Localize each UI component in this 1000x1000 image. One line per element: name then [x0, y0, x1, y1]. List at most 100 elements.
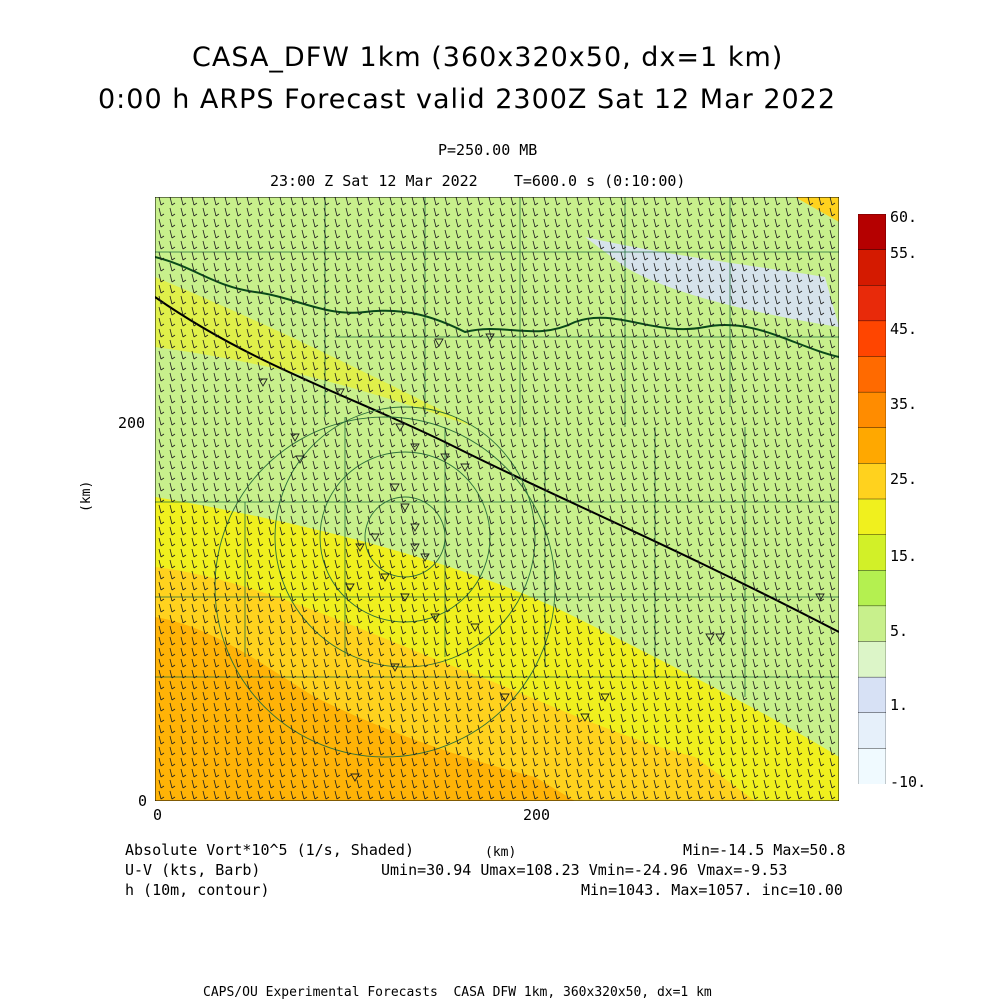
- wind-barb: [510, 328, 517, 338]
- wind-barb: [290, 361, 297, 371]
- wind-barb: [389, 361, 396, 371]
- wind-barb: [279, 713, 286, 723]
- wind-barb: [455, 262, 462, 272]
- wind-barb: [807, 350, 814, 360]
- wind-barb: [455, 658, 462, 668]
- wind-barb: [301, 636, 308, 646]
- wind-barb: [708, 405, 715, 415]
- wind-barb: [675, 537, 682, 547]
- wind-barb: [730, 438, 737, 448]
- wind-barb: [587, 515, 594, 525]
- wind-barb: [279, 570, 286, 580]
- wind-barb: [796, 603, 803, 613]
- wind-barb: [818, 504, 825, 514]
- wind-barb: [180, 482, 187, 492]
- wind-barb: [213, 251, 220, 261]
- wind-barb: [686, 449, 693, 459]
- wind-barb: [290, 768, 297, 778]
- wind-barb: [180, 504, 187, 514]
- wind-barb: [455, 273, 462, 283]
- wind-barb: [455, 207, 462, 217]
- wind-barb: [697, 218, 704, 228]
- wind-barb: [609, 350, 616, 360]
- wind-barb: [763, 405, 770, 415]
- wind-barb: [598, 295, 605, 305]
- wind-barb: [422, 581, 429, 591]
- colorbar-swatch: [858, 356, 886, 393]
- wind-barb: [499, 658, 506, 668]
- wind-barb: [785, 724, 792, 734]
- wind-barb: [422, 702, 429, 712]
- wind-barb: [301, 229, 308, 239]
- wind-barb: [235, 724, 242, 734]
- wind-barb: [367, 427, 374, 437]
- wind-barb: [818, 405, 825, 415]
- wind-barb: [180, 779, 187, 789]
- wind-barb: [818, 757, 825, 767]
- wind-barb: [708, 427, 715, 437]
- wind-barb: [367, 647, 374, 657]
- wind-barb: [444, 339, 451, 349]
- wind-barb: [488, 570, 495, 580]
- wind-barb: [367, 636, 374, 646]
- wind-barb: [829, 197, 836, 206]
- wind-barb: [389, 515, 396, 525]
- wind-barb: [642, 504, 649, 514]
- wind-barb: [609, 548, 616, 558]
- wind-barb: [653, 339, 660, 349]
- colorbar-label: 35.: [890, 395, 918, 413]
- station-marker: [410, 543, 420, 552]
- wind-barb: [345, 790, 352, 800]
- wind-barb: [312, 197, 319, 206]
- wind-barb: [466, 735, 473, 745]
- wind-barb: [356, 570, 363, 580]
- wind-barb: [543, 713, 550, 723]
- wind-barb: [433, 702, 440, 712]
- wind-barb: [543, 438, 550, 448]
- wind-barb: [356, 669, 363, 679]
- wind-barb: [631, 526, 638, 536]
- wind-barb: [807, 339, 814, 349]
- wind-barb: [752, 207, 759, 217]
- wind-barb: [323, 537, 330, 547]
- wind-barb: [422, 405, 429, 415]
- wind-barb: [279, 350, 286, 360]
- wind-barb: [554, 372, 561, 382]
- wind-barb: [345, 328, 352, 338]
- wind-barb: [235, 669, 242, 679]
- wind-barb: [785, 515, 792, 525]
- wind-barb: [202, 548, 209, 558]
- wind-barb: [741, 713, 748, 723]
- wind-barb: [488, 295, 495, 305]
- wind-barb: [796, 438, 803, 448]
- wind-barb: [301, 262, 308, 272]
- wind-barb: [719, 372, 726, 382]
- wind-barb: [301, 427, 308, 437]
- wind-barb: [191, 383, 198, 393]
- wind-barb: [268, 790, 275, 800]
- wind-barb: [708, 779, 715, 789]
- wind-barb: [730, 779, 737, 789]
- wind-barb: [433, 515, 440, 525]
- wind-barb: [620, 779, 627, 789]
- wind-barb: [752, 790, 759, 800]
- wind-barb: [290, 240, 297, 250]
- wind-barb: [224, 251, 231, 261]
- wind-barb: [576, 372, 583, 382]
- wind-barb: [708, 339, 715, 349]
- wind-barb: [279, 504, 286, 514]
- wind-barb: [752, 405, 759, 415]
- wind-barb: [279, 460, 286, 470]
- wind-barb: [202, 757, 209, 767]
- wind-barb: [191, 262, 198, 272]
- wind-barb: [763, 240, 770, 250]
- wind-barb: [719, 438, 726, 448]
- wind-barb: [521, 262, 528, 272]
- wind-barb: [554, 197, 561, 206]
- wind-barb: [466, 251, 473, 261]
- wind-barb: [785, 548, 792, 558]
- wind-barb: [279, 405, 286, 415]
- wind-barb: [268, 779, 275, 789]
- chart-title-line2: 0:00 h ARPS Forecast valid 2300Z Sat 12 …: [98, 84, 837, 115]
- wind-barb: [301, 438, 308, 448]
